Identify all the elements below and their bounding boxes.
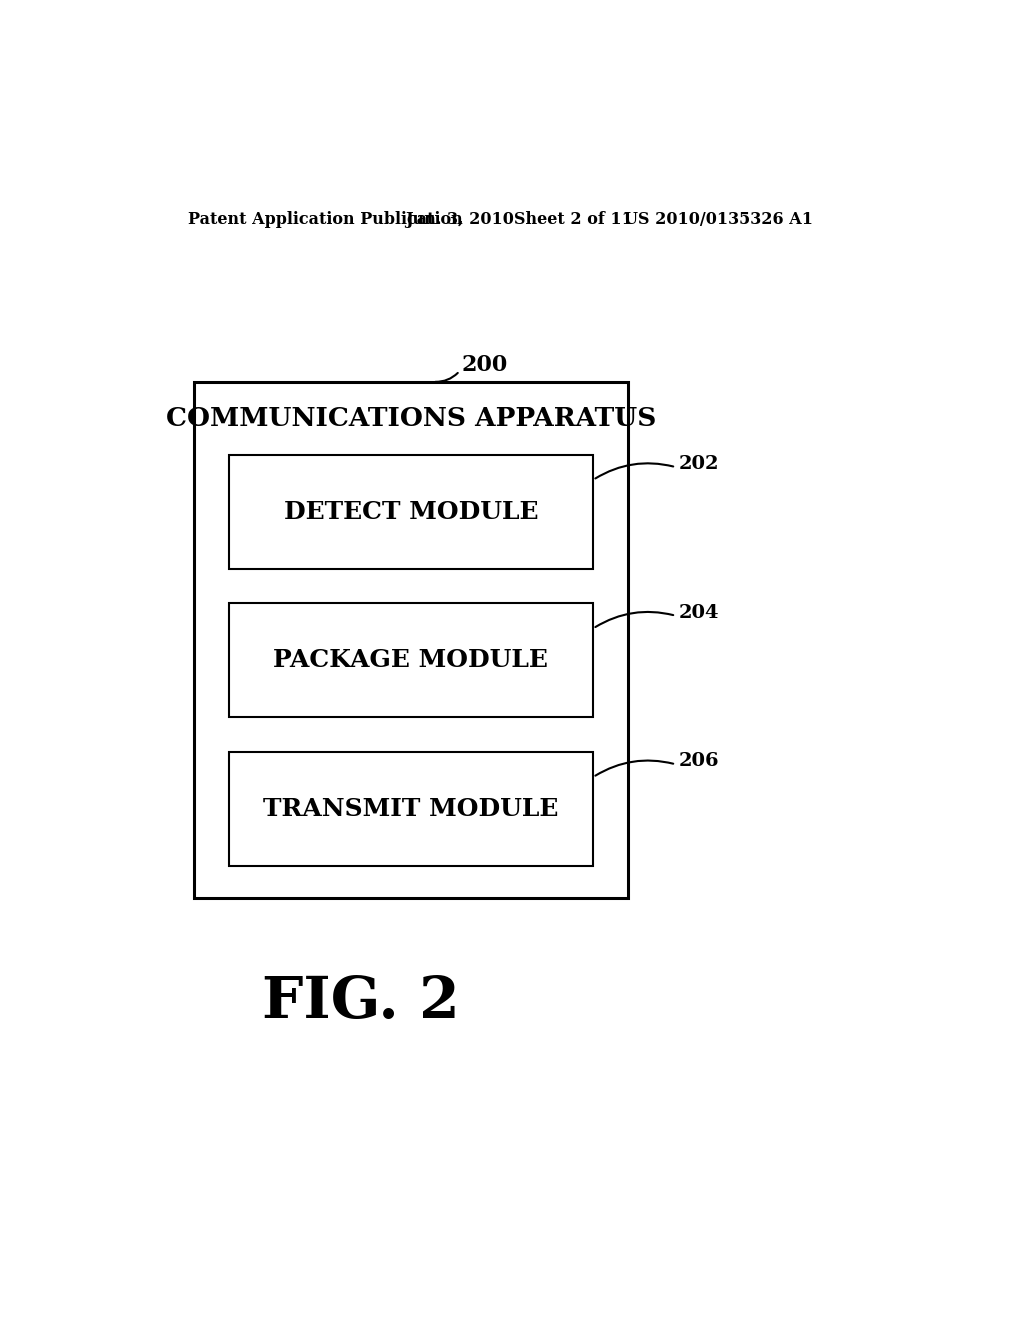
- Text: 200: 200: [461, 354, 508, 376]
- Text: 202: 202: [678, 455, 719, 473]
- Bar: [228, 752, 593, 866]
- Bar: [194, 381, 628, 898]
- Text: TRANSMIT MODULE: TRANSMIT MODULE: [263, 797, 558, 821]
- Bar: [228, 603, 593, 718]
- Text: DETECT MODULE: DETECT MODULE: [284, 500, 539, 524]
- Text: FIG. 2: FIG. 2: [261, 974, 460, 1030]
- FancyArrowPatch shape: [595, 612, 673, 627]
- Bar: [228, 455, 593, 569]
- Text: COMMUNICATIONS APPARATUS: COMMUNICATIONS APPARATUS: [166, 407, 656, 432]
- FancyArrowPatch shape: [435, 374, 458, 381]
- FancyArrowPatch shape: [595, 760, 673, 776]
- Text: PACKAGE MODULE: PACKAGE MODULE: [273, 648, 548, 672]
- Text: 206: 206: [678, 752, 719, 771]
- Text: Sheet 2 of 11: Sheet 2 of 11: [514, 211, 633, 228]
- Text: US 2010/0135326 A1: US 2010/0135326 A1: [624, 211, 813, 228]
- Text: Jun. 3, 2010: Jun. 3, 2010: [406, 211, 514, 228]
- Text: 204: 204: [678, 603, 719, 622]
- FancyArrowPatch shape: [595, 463, 673, 478]
- Text: Patent Application Publication: Patent Application Publication: [188, 211, 463, 228]
